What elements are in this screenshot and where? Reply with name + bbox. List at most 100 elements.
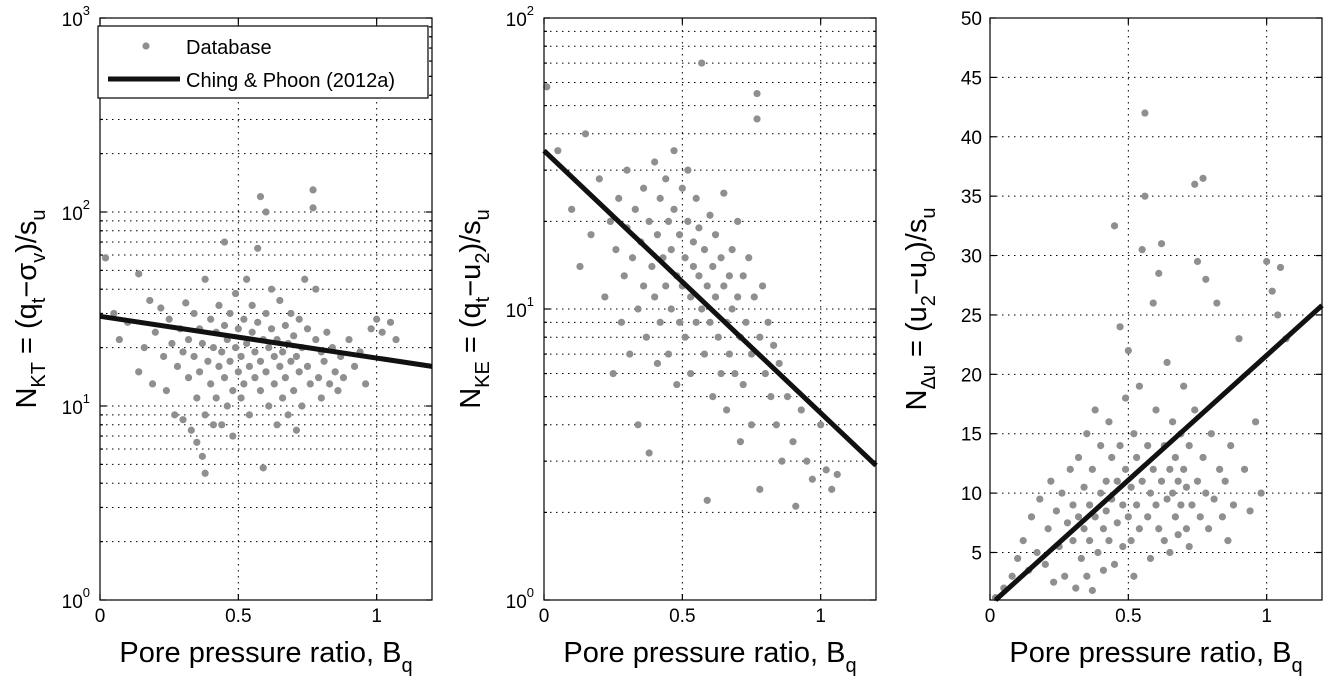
data-point [237,352,245,361]
data-point [256,193,265,201]
data-point [1044,525,1052,533]
data-point [747,421,756,429]
data-point [1110,222,1119,230]
axes-frame [99,17,433,601]
data-point [1155,525,1163,533]
data-point [1202,489,1210,497]
data-point [1138,477,1146,485]
data-point [645,449,653,457]
data-point [207,315,215,323]
data-point [1019,537,1027,545]
y-tick-label: 35 [961,187,982,208]
data-point [298,402,306,410]
data-point [736,438,745,446]
data-point [620,272,628,280]
data-point [226,357,234,365]
x-axis-label: Pore pressure ratio, Bq [119,637,412,677]
data-point [267,285,276,293]
data-point [270,380,278,388]
data-point [640,282,648,290]
legend-database-label: Database [186,37,272,59]
data-point [101,254,110,262]
data-point [720,189,728,197]
fit-line [542,148,878,468]
data-point [1171,453,1179,462]
data-point [761,369,769,378]
data-point [1041,560,1049,568]
data-point [1152,501,1160,509]
data-point [601,293,609,301]
data-point [1008,572,1016,580]
legend-database-marker [142,42,150,50]
data-point [392,335,400,344]
data-point [231,344,240,352]
data-point [1110,560,1119,568]
data-point [684,166,692,174]
data-point [140,344,148,352]
data-point [168,339,176,348]
data-point [687,369,695,378]
data-point [1207,430,1215,438]
data-point [723,406,731,414]
data-point [229,387,237,395]
data-point [331,368,339,376]
data-point [201,275,209,283]
data-point [1185,441,1193,450]
x-tick-label: 0.5 [225,606,251,627]
data-point [350,362,359,371]
data-point [201,469,209,477]
data-point [670,205,678,213]
data-point [1240,465,1249,473]
data-point [1199,453,1207,462]
data-point [1113,519,1121,527]
data-point [262,208,270,216]
data-point [312,335,320,344]
data-point [256,357,265,365]
data-point [681,333,689,341]
data-point [623,166,631,174]
data-point [670,147,678,155]
data-point [673,380,681,389]
data-point [1180,382,1188,390]
y-tick-label: 100 [62,585,90,613]
data-point [753,89,761,98]
data-point [651,158,659,166]
y-tick-label: 102 [62,197,90,225]
data-point [179,416,187,424]
data-point [317,394,325,402]
x-tick-label: 0 [95,606,106,627]
data-point [742,318,750,326]
data-point [1263,257,1271,266]
data-point [628,254,637,262]
data-point [758,282,767,290]
data-point [609,369,617,378]
data-point [753,115,761,123]
data-point [1061,572,1069,580]
data-point [218,348,226,356]
data-point [731,369,739,378]
x-tick-label: 1 [1261,606,1272,627]
y-tick-label: 102 [506,3,534,31]
data-point [1121,394,1130,402]
data-point [292,426,301,434]
data-point [1080,525,1088,533]
data-point [750,293,758,301]
data-point [135,270,143,278]
data-point [667,305,675,313]
data-point [1105,418,1113,426]
data-point [1144,441,1152,450]
data-point [303,362,312,371]
data-point [728,246,736,254]
data-point [664,217,673,226]
data-point [173,362,182,371]
data-point [378,328,386,336]
data-point [1177,501,1185,509]
data-point [1157,477,1166,485]
data-point [734,217,742,226]
y-tick-label: 30 [961,247,982,268]
data-point [656,194,664,202]
data-point [692,318,700,326]
data-point [251,374,259,382]
data-point [196,368,204,376]
